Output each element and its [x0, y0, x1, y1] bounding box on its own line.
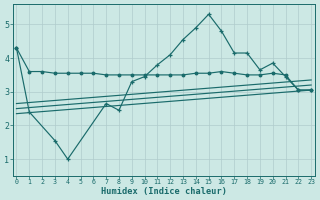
X-axis label: Humidex (Indice chaleur): Humidex (Indice chaleur) [101, 187, 227, 196]
